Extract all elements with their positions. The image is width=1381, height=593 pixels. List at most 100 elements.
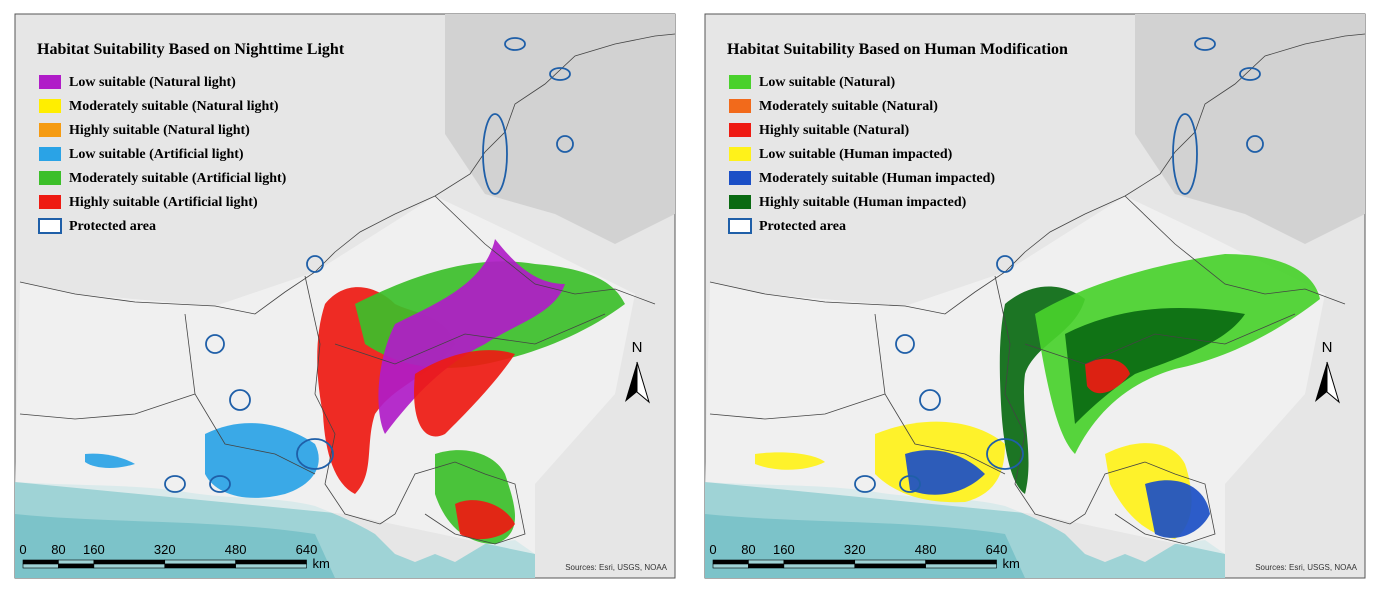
protected-area xyxy=(482,113,508,195)
map-title: Habitat Suitability Based on Human Modif… xyxy=(727,41,1068,58)
protected-area xyxy=(1246,135,1264,153)
north-label: N xyxy=(1322,339,1333,356)
scale-segment xyxy=(58,563,95,569)
scale-segment xyxy=(748,559,785,565)
scale-segment xyxy=(93,563,166,569)
suitability-area xyxy=(1065,308,1245,424)
scale-segment xyxy=(22,559,59,565)
legend-swatch xyxy=(728,218,752,234)
scale-label: 320 xyxy=(844,542,866,557)
map-panel: Habitat Suitability Based on Human Modif… xyxy=(704,13,1366,579)
scale-segment xyxy=(235,559,307,565)
scale-segment xyxy=(748,563,785,569)
scale-segment xyxy=(164,563,236,569)
boundary xyxy=(19,33,676,315)
boundary xyxy=(709,33,1366,315)
map-title: Habitat Suitability Based on Nighttime L… xyxy=(37,41,345,58)
protected-area xyxy=(1194,37,1216,51)
scale-segment xyxy=(22,563,59,569)
suitability-area xyxy=(205,423,319,498)
legend-label: Protected area xyxy=(759,219,846,234)
legend-swatch xyxy=(729,147,751,161)
scale-segment xyxy=(783,563,856,569)
scale-segment xyxy=(783,559,856,565)
scale-segment xyxy=(235,563,307,569)
boundary xyxy=(434,195,656,305)
boundary xyxy=(709,393,886,420)
suitability-area xyxy=(85,453,135,468)
suitability-area xyxy=(905,450,985,495)
legend-label: Highly suitable (Artificial light) xyxy=(69,195,258,210)
scale-label: 80 xyxy=(741,542,755,557)
sources: Sources: Esri, USGS, NOAA xyxy=(565,563,667,572)
scale-label: 640 xyxy=(986,542,1008,557)
north-arrow xyxy=(625,362,637,402)
scale-unit: km xyxy=(313,556,330,571)
protected-area xyxy=(986,438,1024,470)
suitability-area xyxy=(414,350,515,437)
legend-swatch xyxy=(39,75,61,89)
scale-label: 0 xyxy=(709,542,716,557)
north-arrow xyxy=(1326,361,1340,404)
legend-swatch xyxy=(39,171,61,185)
legend-swatch xyxy=(729,123,751,137)
legend-label: Low suitable (Artificial light) xyxy=(69,147,244,162)
boundary xyxy=(334,313,606,365)
legend-label: Highly suitable (Natural) xyxy=(759,123,909,138)
protected-area xyxy=(164,475,186,493)
boundary xyxy=(184,313,316,475)
legend-label: Low suitable (Human impacted) xyxy=(759,147,953,162)
legend-label: Protected area xyxy=(69,219,156,234)
protected-area xyxy=(919,389,941,411)
boundary xyxy=(1124,195,1346,305)
legend-swatch xyxy=(38,218,62,234)
north-arrow xyxy=(636,361,650,404)
legend-label: Highly suitable (Natural light) xyxy=(69,123,250,138)
legend-label: Moderately suitable (Human impacted) xyxy=(759,171,995,186)
legend-label: Low suitable (Natural light) xyxy=(69,75,236,90)
north-arrow xyxy=(1315,362,1327,402)
scale-label: 320 xyxy=(154,542,176,557)
scale-label: 640 xyxy=(296,542,318,557)
protected-area xyxy=(229,389,251,411)
legend-swatch xyxy=(729,171,751,185)
suitability-area xyxy=(999,286,1085,494)
boundary xyxy=(19,393,196,420)
protected-area xyxy=(205,334,225,354)
scale-label: 160 xyxy=(83,542,105,557)
scale-segment xyxy=(854,559,926,565)
legend-label: Moderately suitable (Natural light) xyxy=(69,99,279,114)
sources: Sources: Esri, USGS, NOAA xyxy=(1255,563,1357,572)
protected-area xyxy=(1172,113,1198,195)
scale-label: 80 xyxy=(51,542,65,557)
protected-area xyxy=(556,135,574,153)
protected-area xyxy=(854,475,876,493)
protected-area xyxy=(504,37,526,51)
scale-segment xyxy=(925,563,997,569)
scale-segment xyxy=(58,559,95,565)
scale-unit: km xyxy=(1003,556,1020,571)
north-label: N xyxy=(632,339,643,356)
legend-swatch xyxy=(39,195,61,209)
protected-area xyxy=(549,67,571,81)
scale-segment xyxy=(93,559,166,565)
scale-segment xyxy=(854,563,926,569)
legend-swatch xyxy=(729,99,751,113)
protected-area xyxy=(996,255,1014,273)
protected-area xyxy=(296,438,334,470)
protected-area xyxy=(895,334,915,354)
suitability-area xyxy=(1145,480,1210,538)
legend-swatch xyxy=(729,75,751,89)
legend-swatch xyxy=(39,147,61,161)
suitability-area xyxy=(1085,358,1130,394)
scale-segment xyxy=(712,563,749,569)
scale-label: 480 xyxy=(915,542,937,557)
protected-area xyxy=(306,255,324,273)
boundary xyxy=(304,275,526,545)
legend-label: Low suitable (Natural) xyxy=(759,75,895,90)
protected-area xyxy=(209,475,231,493)
legend-swatch xyxy=(39,123,61,137)
boundary xyxy=(1024,313,1296,365)
suitability-area xyxy=(755,452,825,470)
legend-swatch xyxy=(729,195,751,209)
